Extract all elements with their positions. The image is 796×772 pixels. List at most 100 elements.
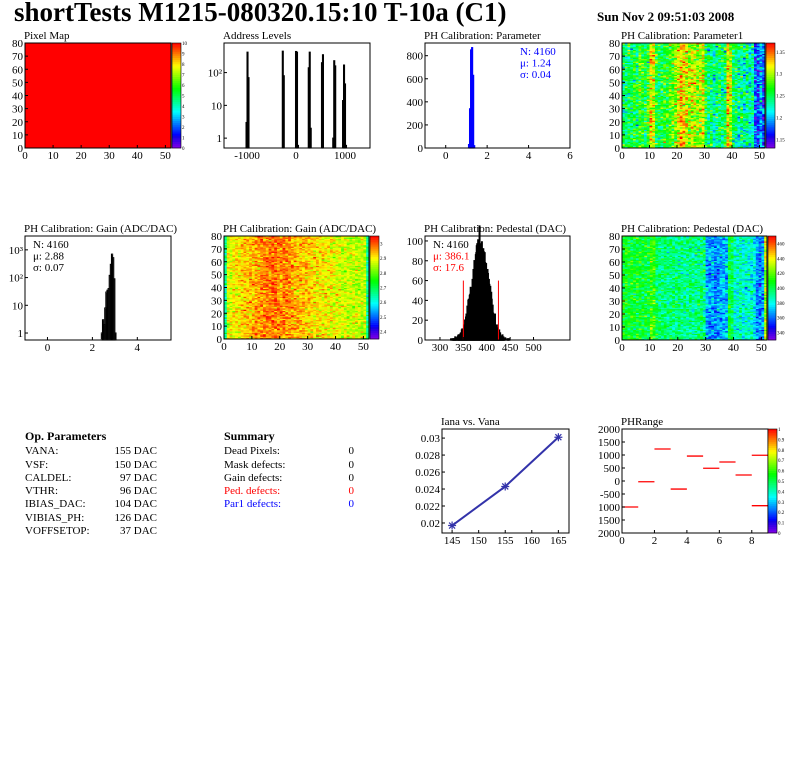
colorbar-tick-label: 7 [182, 74, 185, 79]
colorbar-cell [766, 51, 775, 53]
y-tick-label: 40 [12, 91, 24, 103]
chart-title: Address Levels [223, 30, 291, 42]
colorbar-cell [172, 125, 181, 127]
colorbar-cell [766, 79, 775, 81]
y-tick-label: 80 [609, 38, 621, 50]
y-tick-label: 30 [609, 104, 621, 116]
colorbar-cell [172, 138, 181, 140]
colorbar-cell [172, 96, 181, 98]
colorbar-cell [172, 110, 181, 112]
stats-line: μ: 2.88 [33, 251, 64, 263]
stats-line: N: 4160 [33, 239, 69, 251]
x-tick-label: 0 [619, 150, 625, 162]
colorbar-cell [766, 144, 775, 146]
x-tick-label: 2 [90, 342, 96, 354]
colorbar-tick-label: 0 [182, 147, 185, 152]
colorbar-cell [172, 121, 181, 123]
colorbar-tick-label: 1.35 [776, 51, 785, 56]
x-tick-label: 0 [22, 150, 28, 162]
x-tick-label: 30 [699, 150, 711, 162]
colorbar-cell [172, 54, 181, 56]
colorbar-tick-label: 4 [182, 105, 185, 110]
histogram-bin [345, 84, 346, 148]
heatmap-cells [622, 43, 765, 148]
colorbar-cell [766, 72, 775, 74]
stats-line: μ: 1.24 [520, 58, 551, 70]
colorbar-cell [766, 133, 775, 135]
colorbar-cell [172, 133, 181, 135]
colorbar-cell [766, 123, 775, 125]
y-tick-label: 20 [12, 117, 24, 129]
colorbar-cell [172, 62, 181, 64]
colorbar-cell [766, 75, 775, 77]
colorbar-cell [172, 112, 181, 114]
x-tick-label: 4 [135, 342, 141, 354]
y-tick-label: 50 [609, 77, 621, 89]
histogram-bin [248, 78, 249, 148]
colorbar-tick-label: 3 [182, 116, 185, 121]
x-tick-label: 4 [526, 150, 532, 162]
chart-title: PH Calibration: Parameter [424, 30, 541, 42]
y-tick-label: 1 [217, 133, 223, 145]
heatmap-fill [25, 43, 171, 148]
colorbar-cell [172, 114, 181, 116]
colorbar-cell [766, 66, 775, 68]
colorbar-cell [766, 93, 775, 95]
colorbar-cell [766, 43, 775, 45]
histogram-bin [115, 333, 116, 340]
chart-title: PH Calibration: Parameter1 [621, 30, 743, 42]
stats-line: N: 4160 [520, 46, 556, 58]
colorbar-tick-label: 2 [182, 126, 185, 131]
chart-ph-calibration-gain-adc-dac-: PH Calibration: Gain (ADC/DAC)0 2 411010²1… [9, 223, 178, 354]
colorbar-cell [172, 75, 181, 77]
x-tick-label: 20 [76, 150, 88, 162]
colorbar-cell [172, 56, 181, 58]
colorbar-tick-label: 8 [182, 63, 185, 68]
colorbar-cell [766, 56, 775, 58]
colorbar-tick-label: 6 [182, 84, 185, 89]
x-tick-label: 20 [672, 150, 684, 162]
heatmap-cells [224, 236, 369, 339]
colorbar-cell [172, 89, 181, 91]
chart-title: PH Calibration: Gain (ADC/DAC) [24, 223, 177, 235]
stats-line: σ: 0.07 [33, 262, 64, 274]
colorbar-cell [766, 85, 775, 87]
colorbar-cell [172, 135, 181, 137]
x-tick-label: 30 [104, 150, 116, 162]
y-tick-label: 80 [12, 38, 24, 50]
x-tick-label: 40 [132, 150, 144, 162]
x-tick-label: 6 [567, 150, 573, 162]
chart-ph-calibration-gain-adc-dac-: PH Calibration: Gain (ADC/DAC)0 10 20 30 40 5… [211, 223, 387, 353]
colorbar-cell [172, 81, 181, 83]
colorbar-cell [172, 144, 181, 146]
colorbar-cell [766, 104, 775, 106]
colorbar-cell [172, 83, 181, 85]
colorbar-tick-label: 1.25 [776, 95, 785, 100]
colorbar-cell [172, 131, 181, 133]
histogram-bin [283, 76, 284, 148]
y-tick-label: 30 [12, 104, 24, 116]
colorbar-cell [766, 60, 775, 62]
colorbar-cell [766, 98, 775, 100]
colorbar-cell [172, 85, 181, 87]
y-tick-label: 20 [609, 117, 621, 129]
y-tick-label: 10² [9, 273, 24, 285]
colorbar-cell [172, 47, 181, 49]
colorbar-tick-label: 10 [182, 42, 188, 47]
y-tick-label: 10² [208, 68, 223, 80]
colorbar-cell [172, 91, 181, 93]
colorbar-cell [172, 70, 181, 72]
colorbar-cell [766, 81, 775, 83]
y-tick-label: 10 [211, 100, 223, 112]
colorbar-cell [172, 87, 181, 89]
colorbar-cell [172, 45, 181, 47]
colorbar-cell [172, 100, 181, 102]
colorbar-cell [766, 54, 775, 56]
colorbar-cell [172, 119, 181, 121]
colorbar-cell [766, 127, 775, 129]
x-tick-label: 50 [160, 150, 172, 162]
colorbar-cell [766, 121, 775, 123]
x-tick-label: 40 [727, 150, 739, 162]
